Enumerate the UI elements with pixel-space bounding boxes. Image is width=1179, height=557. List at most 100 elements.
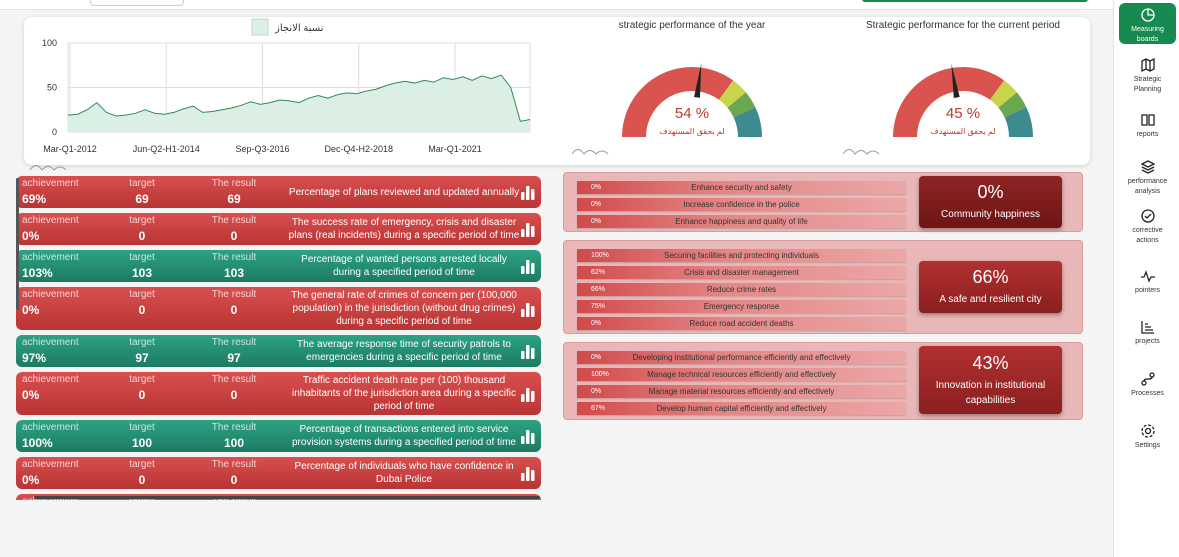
kpi-label: target [129,215,155,226]
kpi-description: Percentage of transactions entered into … [292,424,516,448]
icon-bar [526,387,530,402]
sparkline-icon [842,149,880,155]
objective-bar[interactable]: Reduce crime rates 66% [577,283,906,296]
y-tick-label: 0 [52,127,57,137]
kpi-column: The result 69 [199,178,269,206]
kpi-label: target [129,178,155,189]
x-tick-label: Mar-Q1-2021 [428,144,482,154]
objective-bar[interactable]: Reduce road accident deaths 0% [577,317,906,330]
kpi-label: achievement [22,374,79,385]
nav-label: Settings [1134,442,1161,449]
gauge-title: strategic performance of the year [619,20,766,31]
objective-bar[interactable]: Increase confidence in the police 0% [577,198,906,211]
objective-bar[interactable]: Enhance happiness and quality of life 0% [577,215,906,228]
nav-item[interactable]: projects [1119,317,1176,349]
scrollbar[interactable] [16,178,19,310]
kpi-description: The general rate of crimes of concern pe… [291,290,517,327]
objective-bar[interactable]: Emergency response 75% [577,300,906,313]
objective-bar[interactable]: Securing facilities and protecting indiv… [577,249,906,262]
kpi-row[interactable]: achievement 0% target 0 The result 0 Traffic a… [16,372,541,415]
kpi-value: 103% [22,266,53,280]
objective-percent: 66% [591,286,606,293]
sparkline-icon [571,149,609,155]
icon-bar [531,226,535,237]
kpi-value: 97% [22,351,47,365]
nav-item[interactable]: Measuring boards [1119,3,1176,44]
kpi-row[interactable]: achievement 69% target 69 The result 69 Percen… [16,176,541,208]
kpi-value: 0 [138,303,146,317]
chart-icon[interactable] [520,258,536,274]
kpi-value: 0% [22,229,40,243]
kpi-row[interactable]: achievement 100% target 100 The result 100 Per… [16,420,541,452]
objective-group: Developing institutional performance eff… [563,342,1083,420]
icon-bar [526,302,530,317]
chart-icon[interactable] [520,301,536,317]
kpi-row[interactable]: achievement 103% target 103 The result 103 Per… [16,250,541,282]
chart-icon[interactable] [520,386,536,402]
kpi-value: 0% [22,473,40,487]
nav-item[interactable]: pointers [1119,266,1176,298]
objective-percent: 100% [591,371,609,378]
objective-summary[interactable]: 66% A safe and resilient city [919,261,1062,313]
button[interactable] [862,0,1088,2]
gauge-needle [694,63,702,98]
kpi-column: target 97 [107,337,177,365]
gauge-status: لم يحقق المستهدف [930,127,995,136]
objective-bar[interactable]: Manage technical resources efficiently a… [577,368,906,381]
icon-bar [526,260,530,274]
gauge-band [893,67,1005,137]
nav-item[interactable]: performance analysis [1119,157,1176,199]
chart-icon[interactable] [520,343,536,359]
kpi-label: achievement [22,252,79,263]
nav-item[interactable]: reports [1119,110,1176,142]
kpi-description: Percentage of wanted persons arrested lo… [301,254,507,278]
summary-score: 66% [972,267,1009,287]
kpi-value: 103 [131,266,153,280]
kpi-column: target 103 [107,252,177,280]
x-tick-label: Mar-Q1-2012 [43,144,97,154]
kpi-label: target [129,252,155,263]
nav-item[interactable]: Strategic Planning [1119,55,1176,97]
kpi-label: achievement [22,178,79,189]
nav-item[interactable]: corrective actions [1119,206,1176,248]
objective-bar[interactable]: Crisis and disaster management 62% [577,266,906,279]
chart-icon[interactable] [520,221,536,237]
kpi-label: achievement [22,215,79,226]
kpi-value: 69% [22,192,47,206]
kpi-value: 100% [22,436,53,450]
objective-name: Manage technical resources efficiently a… [647,370,836,379]
objective-bar[interactable]: Enhance security and safety 0% [577,181,906,194]
nav-icon [1140,57,1155,73]
nav-item[interactable]: Processes [1119,369,1176,401]
nav-icon [1140,372,1155,386]
objective-summary[interactable]: 43% Innovation in institutional capabilit… [919,346,1062,414]
chart-icon[interactable] [520,184,536,200]
chart-icon[interactable] [520,428,536,444]
objective-summary[interactable]: 0% Community happiness [919,176,1062,228]
kpi-row[interactable]: achievement 0% target 0 The result 0 Percentag… [16,457,541,489]
nav-icon [1140,321,1154,334]
chart-icon[interactable] [520,465,536,481]
objective-bar[interactable]: Developing institutional performance eff… [577,351,906,364]
area [68,75,530,132]
kpi-row[interactable]: achievement 97% target 97 The result 97 The av… [16,335,541,367]
objective-bar[interactable]: Manage material resources efficiently an… [577,385,906,398]
objective-items: Securing facilities and protecting indiv… [577,249,906,330]
kpi-column: The result 0 [199,374,269,402]
nav-label: pointers [1135,287,1160,294]
nav-icon [1140,8,1155,22]
kpi-label: target [129,422,155,433]
nav-label: Measuring boards [1131,26,1164,43]
kpi-column: achievement 97% [22,337,92,365]
kpi-row[interactable]: achievement 0% target 0 The result 0 The gener… [16,287,541,330]
nav-item[interactable]: Settings [1119,421,1176,453]
icon-bar [531,470,535,481]
objective-percent: 0% [591,388,602,395]
objective-percent: 0% [591,184,602,191]
kpi-row[interactable]: achievement 0% target 0 The result 0 The succe… [16,213,541,245]
objective-bar[interactable]: Develop human capital efficiently and ef… [577,402,906,415]
nav-label: projects [1135,338,1160,345]
tab[interactable] [90,0,184,6]
kpi-value: 0 [230,229,238,243]
scrollbar[interactable] [34,496,540,499]
